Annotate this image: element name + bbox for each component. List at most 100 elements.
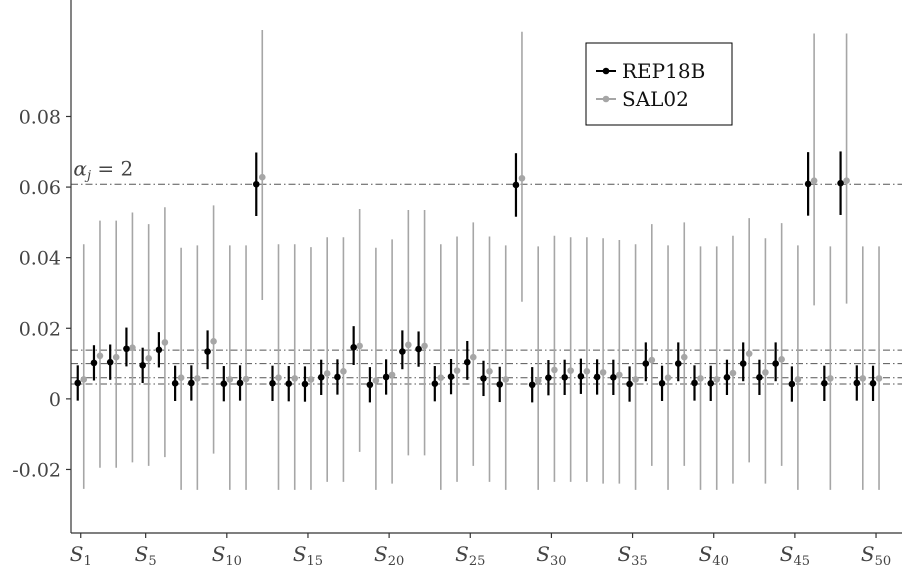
x-tick-label: S15 — [293, 542, 323, 567]
x-tick-label: S50 — [861, 542, 891, 567]
rep18b-point — [106, 358, 114, 366]
rep18b-point — [382, 373, 390, 381]
sal02-point — [729, 369, 737, 377]
rep18b-point — [480, 375, 487, 382]
sal02-point — [194, 375, 201, 382]
rep18b-point — [366, 381, 374, 389]
sal02-point — [242, 375, 250, 383]
x-tick-label: S30 — [536, 542, 566, 567]
rep18b-point — [739, 360, 747, 367]
rep18b-point — [837, 179, 844, 187]
sal02-point — [372, 377, 380, 384]
rep18b-point — [691, 379, 698, 387]
x-tick-label: S20 — [374, 542, 404, 567]
legend-label: SAL02 — [622, 87, 689, 111]
sal02-point — [745, 350, 753, 357]
rep18b-point — [334, 373, 341, 381]
sal02-point — [713, 376, 721, 383]
y-tick-label: 0 — [49, 389, 61, 411]
sal02-point — [307, 376, 315, 383]
sal02-point — [551, 366, 558, 374]
x-tick-label: S35 — [617, 542, 647, 567]
sal02-point — [453, 367, 461, 374]
rep18b-point — [463, 358, 471, 366]
rep18b-point — [804, 180, 812, 188]
sal02-point — [632, 376, 639, 383]
sal02-point — [469, 353, 477, 361]
rep18b-point — [577, 372, 585, 380]
sal02-point — [616, 371, 623, 379]
x-tick-label: S10 — [212, 542, 242, 567]
sal02-point — [486, 368, 493, 375]
rep18b-point — [756, 374, 763, 381]
sal02-point — [275, 374, 282, 381]
rep18b-point — [593, 373, 601, 381]
rep18b-point — [658, 380, 666, 387]
rep18b-point — [204, 348, 211, 355]
y-ticks: -0.02 0 0.02 0.04 0.06 0.08 — [12, 106, 71, 481]
rep18b-point — [252, 180, 260, 188]
sal02-point — [875, 375, 883, 382]
sal02-point — [80, 376, 88, 383]
x-tick-label: S1 — [70, 542, 92, 567]
legend: REP18B SAL02 — [585, 42, 733, 126]
rep18b-point — [188, 379, 195, 387]
y-tick-label: 0.02 — [19, 318, 61, 340]
rep18b-point — [772, 360, 779, 367]
sal02-point — [518, 174, 526, 182]
sal02-point — [567, 367, 574, 374]
sal02-point — [145, 354, 152, 362]
sal02-point — [599, 369, 607, 376]
sal02-point — [226, 376, 234, 383]
sal02-point — [421, 342, 428, 350]
rep18b-point — [869, 380, 877, 387]
y-tick-label: 0.06 — [19, 177, 61, 199]
rep18b-point — [561, 374, 568, 381]
rep18b-point — [139, 362, 146, 369]
sal02-point — [583, 368, 591, 375]
rep18b-point — [431, 380, 439, 387]
legend-label: REP18B — [622, 59, 705, 83]
rep18b-point — [90, 359, 98, 367]
rep18b-point — [610, 374, 617, 381]
sal02-point — [810, 177, 818, 185]
sal02-point — [680, 353, 688, 361]
x-tick-label: S40 — [699, 542, 729, 567]
rep18b-point — [301, 380, 309, 388]
rep18b-point — [285, 380, 293, 387]
rep18b-point — [220, 380, 228, 387]
rep18b-point — [821, 380, 828, 387]
rep18b-point — [171, 380, 179, 387]
sal02-point — [340, 368, 347, 375]
alpha-annotation: αj = 2 — [73, 156, 133, 183]
sal02-point — [210, 338, 217, 345]
sal02-point — [437, 374, 445, 381]
sal02-point — [534, 377, 542, 384]
rep18b-point — [236, 379, 244, 387]
rep18b-point — [626, 380, 633, 388]
sal02-point — [356, 342, 363, 350]
sal02-point — [323, 370, 331, 377]
sal02-point — [177, 374, 185, 381]
sal02-point — [762, 369, 769, 376]
sal02-point — [129, 344, 136, 351]
sal02-point — [96, 352, 104, 360]
sal02-point — [161, 339, 169, 346]
rep18b-point — [723, 374, 731, 381]
y-tick-label: 0.04 — [19, 248, 61, 270]
sal02-point — [794, 376, 802, 383]
rep18b-point — [674, 360, 682, 367]
sal02-point — [388, 371, 396, 379]
x-tick-label: S25 — [455, 542, 485, 567]
series-layer — [74, 30, 883, 490]
x-tick-label: S45 — [780, 542, 810, 567]
sal02-point — [843, 177, 850, 185]
rep18b-point — [123, 345, 130, 353]
sal02-point — [778, 356, 785, 363]
sal02-point — [405, 341, 412, 349]
rep18b-point — [155, 346, 163, 354]
y-tick-label: -0.02 — [12, 459, 61, 481]
rep18b-point — [545, 374, 552, 381]
rep18b-point — [269, 380, 276, 387]
